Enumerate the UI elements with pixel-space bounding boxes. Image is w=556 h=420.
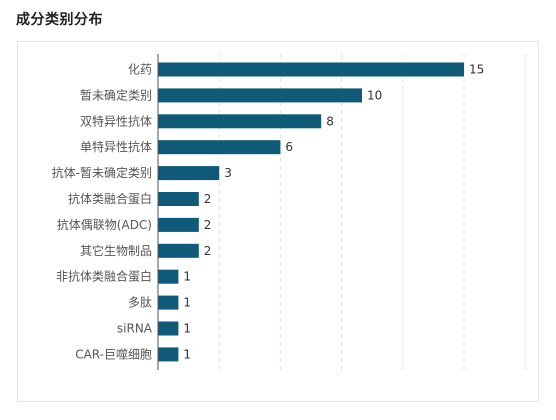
bars: [158, 62, 464, 362]
value-label: 10: [367, 88, 382, 102]
category-label: 抗体-暂未确定类别: [52, 165, 152, 180]
chart-title: 成分类别分布: [16, 12, 103, 28]
value-label: 2: [204, 218, 212, 232]
category-label: 非抗体类融合蛋白: [56, 269, 152, 284]
bar: [158, 243, 199, 258]
bar: [158, 295, 179, 310]
category-label: siRNA: [117, 322, 153, 336]
bar: [158, 192, 199, 206]
category-label: CAR-巨噬细胞: [75, 346, 152, 361]
value-label: 1: [183, 296, 191, 310]
category-label: 双特异性抗体: [80, 113, 152, 128]
bar: [158, 347, 179, 362]
value-label: 8: [326, 114, 334, 128]
value-label: 1: [183, 322, 191, 336]
bar: [158, 166, 220, 181]
category-labels: 化药暂未确定类别双特异性抗体单特异性抗体抗体-暂未确定类别抗体类融合蛋白抗体偶联…: [52, 63, 153, 362]
category-label: 其它生物制品: [80, 243, 152, 258]
category-label: 化药: [128, 63, 152, 77]
category-label: 暂未确定类别: [80, 87, 152, 102]
value-label: 1: [183, 347, 191, 361]
category-label: 抗体类融合蛋白: [68, 191, 152, 206]
category-label: 抗体偶联物(ADC): [57, 217, 152, 232]
bar: [158, 321, 179, 336]
bar: [158, 62, 464, 77]
category-label: 多肽: [128, 295, 152, 310]
bar: [158, 269, 179, 284]
value-label: 1: [183, 270, 191, 284]
value-label: 2: [204, 192, 212, 206]
value-label: 3: [224, 166, 232, 180]
value-label: 15: [469, 63, 484, 77]
value-label: 2: [204, 244, 212, 258]
value-label: 6: [285, 140, 293, 154]
bar: [158, 217, 199, 232]
bar: [158, 140, 281, 155]
bar: [158, 88, 362, 103]
category-label: 单特异性抗体: [80, 139, 152, 154]
bar: [158, 114, 322, 129]
chart-panel: [17, 41, 539, 402]
